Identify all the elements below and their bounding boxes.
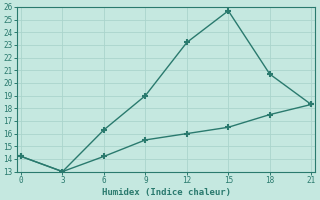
X-axis label: Humidex (Indice chaleur): Humidex (Indice chaleur)	[102, 188, 231, 197]
